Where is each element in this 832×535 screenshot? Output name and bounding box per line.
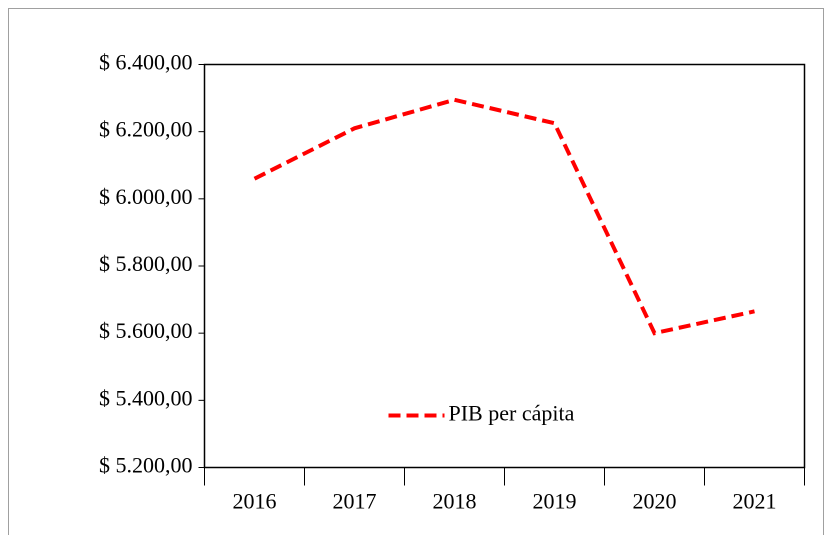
legend-label: PIB per cápita	[449, 401, 575, 426]
y-tick-label: $ 5.400,00	[99, 385, 193, 410]
x-tick-label: 2021	[733, 489, 777, 514]
y-tick-label: $ 6.000,00	[99, 184, 193, 209]
x-tick-label: 2016	[233, 489, 277, 514]
x-tick-label: 2018	[433, 489, 477, 514]
line-series	[253, 97, 755, 336]
y-tick-label: $ 6.400,00	[99, 50, 193, 75]
y-tick-label: $ 5.600,00	[99, 318, 193, 343]
x-tick-label: 2020	[633, 489, 677, 514]
y-tick-label: $ 6.200,00	[99, 117, 193, 142]
y-tick-label: $ 5.200,00	[99, 453, 193, 478]
x-tick-label: 2017	[333, 489, 377, 514]
x-tick-label: 2019	[533, 489, 577, 514]
y-tick-label: $ 5.800,00	[99, 251, 193, 276]
